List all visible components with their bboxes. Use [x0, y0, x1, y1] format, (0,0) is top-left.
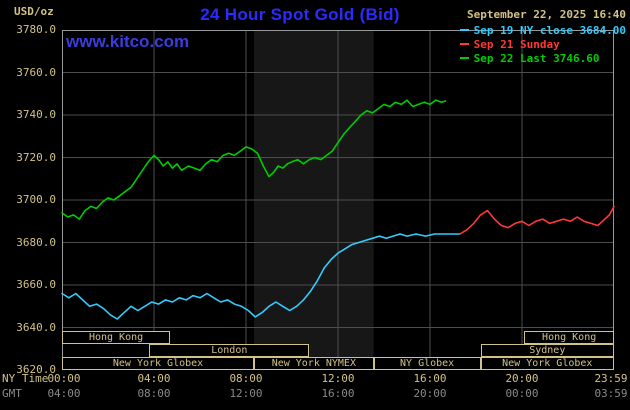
x-axis-tick-label-gmt: 08:00 [137, 387, 171, 400]
y-axis-tick-label: 3680.0 [16, 235, 56, 249]
x-axis-tick-label-gmt: 12:00 [229, 387, 263, 400]
kitco-watermark-link[interactable]: www.kitco.com [66, 32, 190, 51]
session-box-ny-globex: NY Globex [373, 357, 481, 370]
legend-item-sep21: Sep 21 Sunday [459, 37, 626, 51]
legend-label: Sep 22 Last 3746.60 [473, 51, 600, 65]
y-axis-tick-label: 3700.0 [16, 193, 56, 206]
x-axis-tick-label-ny: 16:00 [413, 372, 447, 385]
session-box-new-york-globex-late: New York Globex [480, 357, 614, 370]
price-line-sep19 [61, 233, 461, 320]
x-axis-gmt-row: 04:00 08:00 12:00 16:00 20:00 00:00 03:59 [0, 388, 630, 400]
y-axis-tick-label: 3720.0 [16, 150, 56, 164]
price-line-sep22 [61, 99, 447, 220]
y-axis-tick-label: 3620.0 [16, 363, 56, 376]
x-axis-tick-label-ny: 12:00 [321, 372, 355, 385]
units-label: USD/oz [14, 5, 54, 18]
x-axis-tick-label-gmt: 20:00 [413, 387, 447, 400]
session-box-hong-kong-early: Hong Kong [62, 331, 171, 344]
legend: Sep 19 NY close 3684.00 Sep 21 Sunday Sep … [459, 23, 626, 65]
y-axis-tick-label: 3780.0 [16, 23, 56, 36]
x-axis-tick-label-ny: 23:59 [594, 372, 628, 385]
y-axis-tick-label: 3760.0 [16, 65, 56, 79]
session-box-sydney: Sydney [480, 344, 614, 357]
y-axis-tick-label: 3740.0 [16, 108, 56, 121]
legend-line-swatch [459, 57, 469, 59]
legend-label: Sep 21 Sunday [473, 37, 560, 51]
y-axis-tick-label: 3660.0 [16, 278, 56, 291]
legend-item-sep22: Sep 22 Last 3746.60 [459, 51, 626, 65]
y-axis-tick-label: 3640.0 [16, 320, 56, 334]
x-axis-tick-label-ny: 08:00 [229, 372, 263, 385]
x-axis-tick-label-ny: 00:00 [47, 372, 81, 385]
chart-title: 24 Hour Spot Gold (Bid) [200, 5, 400, 24]
x-axis-ny-time-row: 00:00 04:00 08:00 12:00 16:00 20:00 23:59 [0, 373, 630, 385]
x-axis-tick-label-gmt: 00:00 [505, 387, 539, 400]
legend-line-swatch [459, 29, 469, 31]
x-axis-tick-label-ny: 20:00 [505, 372, 539, 385]
x-axis-tick-label-ny: 04:00 [137, 372, 171, 385]
session-box-new-york-globex-early: New York Globex [62, 357, 255, 370]
datetime-label: September 22, 2025 16:40 [467, 8, 626, 21]
gmt-caption: GMT [2, 387, 22, 400]
x-axis-tick-label-gmt: 16:00 [321, 387, 355, 400]
legend-item-sep19: Sep 19 NY close 3684.00 [459, 23, 626, 37]
ny-time-caption: NY Time [2, 372, 49, 385]
session-box-new-york-nymex: New York NYMEX [254, 357, 374, 370]
price-line-sep21 [459, 205, 615, 235]
legend-line-swatch [459, 43, 469, 45]
x-axis-tick-label-gmt: 03:59 [594, 387, 628, 400]
legend-label: Sep 19 NY close 3684.00 [473, 23, 626, 37]
session-box-london: London [149, 344, 310, 357]
session-box-hong-kong-late: Hong Kong [524, 331, 614, 344]
x-axis-tick-label-gmt: 04:00 [47, 387, 81, 400]
